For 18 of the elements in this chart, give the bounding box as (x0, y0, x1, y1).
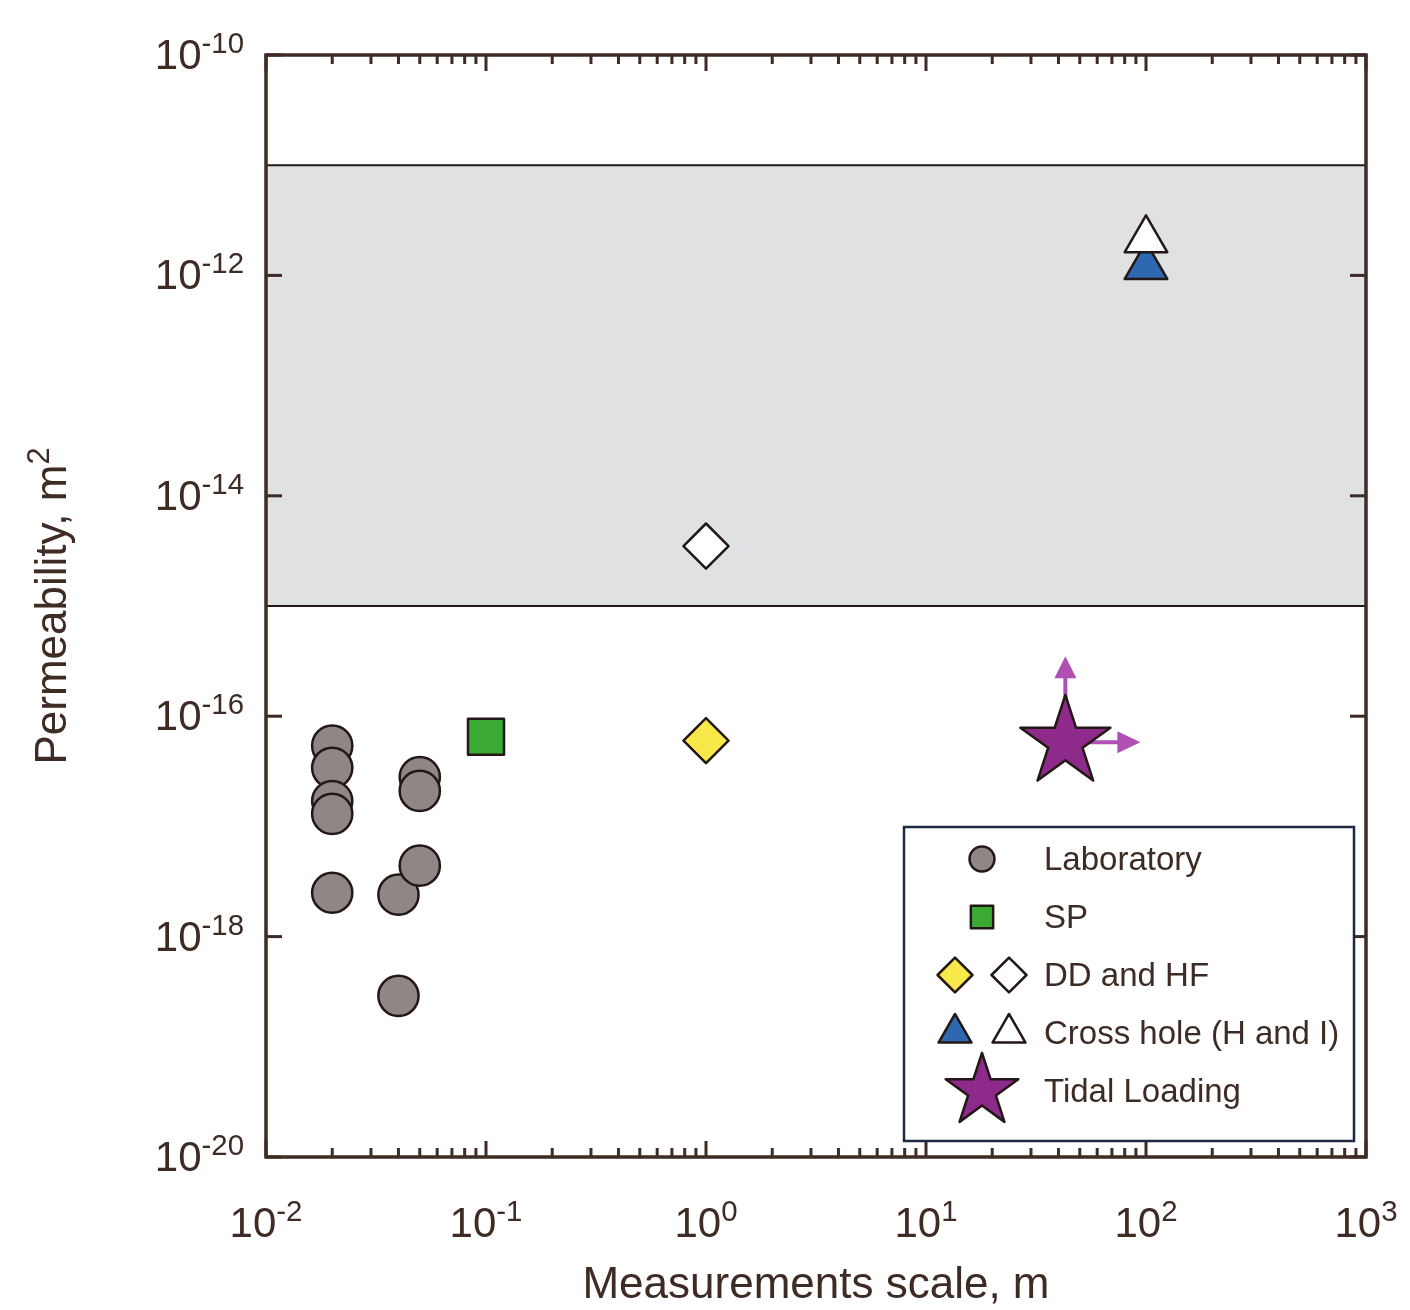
legend-label: Cross hole (H and I) (1044, 1014, 1340, 1051)
x-tick-label: 10$^{2}$ (1114, 1193, 1178, 1246)
x-tick-label: 10$^{-1}$ (449, 1193, 523, 1246)
legend-label: SP (1044, 898, 1089, 935)
y-tick-label: 10$^{-12}$ (154, 245, 244, 299)
legend-label: DD and HF (1044, 956, 1210, 993)
legend-label: Tidal Loading (1044, 1072, 1241, 1109)
x-tick-label: 10$^{-2}$ (229, 1193, 303, 1246)
legend-label: Laboratory (1044, 840, 1203, 877)
y-tick-label: 10$^{-16}$ (154, 686, 244, 740)
y-tick-label: 10$^{-10}$ (154, 25, 244, 78)
y-tick-label: 10$^{-20}$ (154, 1127, 244, 1180)
x-tick-label: 10$^{1}$ (894, 1193, 958, 1246)
x-tick-label: 10$^{3}$ (1334, 1193, 1398, 1246)
y-tick-label: 10$^{-14}$ (154, 466, 244, 519)
y-tick-label: 10$^{-18}$ (154, 907, 244, 960)
x-axis-title: Measurements scale, m (582, 1258, 1050, 1307)
x-tick-label: 10$^{0}$ (674, 1193, 738, 1246)
